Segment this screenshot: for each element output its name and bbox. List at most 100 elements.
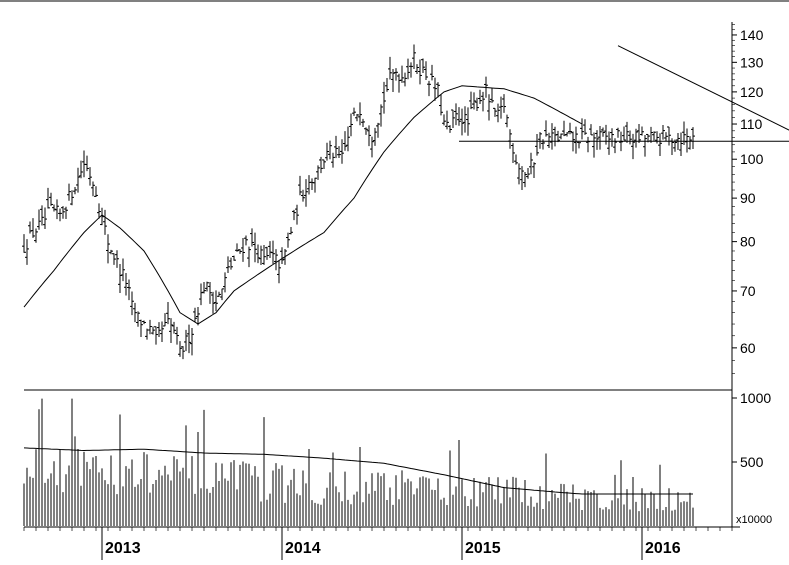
price-bar bbox=[622, 126, 626, 141]
price-bar bbox=[550, 123, 554, 150]
price-bar bbox=[475, 97, 479, 112]
price-bar bbox=[391, 68, 395, 93]
price-bar bbox=[25, 239, 29, 265]
year-label: 2013 bbox=[105, 540, 141, 557]
price-bar bbox=[487, 94, 491, 121]
price-bar bbox=[586, 136, 590, 153]
price-tick-label: 140 bbox=[740, 27, 764, 43]
price-bar bbox=[265, 246, 269, 260]
price-bar bbox=[355, 113, 359, 122]
volume-panel bbox=[23, 398, 694, 526]
price-bar bbox=[232, 255, 236, 261]
price-tick-label: 80 bbox=[740, 234, 756, 250]
price-bar bbox=[151, 326, 155, 335]
price-axis: 60 70 80 90 100 110 120 130 140 bbox=[732, 24, 764, 374]
price-bar bbox=[379, 104, 383, 127]
price-bar bbox=[424, 61, 428, 80]
price-bar bbox=[367, 125, 371, 147]
price-bar bbox=[304, 179, 308, 207]
price-bar bbox=[406, 58, 410, 80]
price-bar bbox=[685, 128, 689, 153]
price-bar bbox=[235, 243, 239, 252]
price-bar bbox=[40, 205, 44, 226]
price-bar bbox=[256, 244, 260, 264]
price-bar bbox=[556, 130, 560, 143]
price-bar bbox=[322, 159, 326, 170]
price-bar bbox=[58, 208, 62, 222]
price-bar bbox=[298, 175, 302, 196]
price-bar bbox=[70, 190, 74, 206]
price-bar bbox=[154, 326, 158, 345]
price-bar bbox=[520, 166, 524, 190]
price-bar bbox=[601, 127, 605, 137]
price-bar bbox=[316, 165, 320, 180]
price-bar bbox=[457, 107, 461, 126]
price-bar bbox=[142, 320, 146, 325]
price-bar bbox=[598, 125, 602, 150]
price-bar bbox=[247, 246, 251, 268]
price-bar bbox=[325, 142, 329, 161]
downtrend-line-line bbox=[617, 45, 789, 131]
price-bar bbox=[409, 62, 413, 78]
price-bar bbox=[112, 253, 116, 265]
price-bar bbox=[94, 186, 98, 197]
price-bar bbox=[319, 156, 323, 174]
price-bar bbox=[490, 87, 494, 103]
price-bar bbox=[592, 132, 596, 158]
price-bar bbox=[280, 247, 284, 264]
price-bar bbox=[22, 234, 26, 253]
price-bar bbox=[436, 82, 440, 98]
price-bar bbox=[481, 91, 485, 112]
price-bar bbox=[358, 102, 362, 126]
year-label: 2014 bbox=[285, 540, 321, 557]
price-bar bbox=[562, 120, 566, 137]
price-bar bbox=[616, 127, 620, 138]
price-bar bbox=[643, 135, 647, 157]
price-bar bbox=[67, 183, 71, 201]
price-bar bbox=[652, 131, 656, 141]
price-bar bbox=[568, 122, 572, 135]
price-bar bbox=[595, 130, 599, 150]
price-bar bbox=[172, 321, 176, 334]
price-bar bbox=[394, 68, 398, 81]
price-bar bbox=[34, 228, 38, 243]
price-bar bbox=[340, 139, 344, 164]
price-bar bbox=[121, 258, 125, 282]
price-tick-label: 110 bbox=[740, 116, 763, 132]
price-bar bbox=[610, 128, 614, 147]
price-bar bbox=[451, 109, 455, 128]
price-bar bbox=[31, 218, 35, 238]
price-bar bbox=[382, 81, 386, 114]
price-bar bbox=[103, 209, 107, 235]
year-label: 2015 bbox=[465, 540, 501, 557]
price-bar bbox=[427, 80, 431, 97]
price-bar bbox=[559, 133, 563, 140]
price-bar bbox=[184, 329, 188, 352]
price-panel bbox=[22, 44, 789, 360]
price-bar bbox=[244, 235, 248, 246]
price-bar bbox=[199, 283, 203, 306]
price-bar bbox=[28, 221, 32, 234]
price-bar bbox=[337, 146, 341, 159]
price-tick-label: 90 bbox=[740, 190, 756, 206]
price-bar bbox=[385, 78, 389, 92]
price-bar bbox=[313, 177, 317, 193]
price-bar bbox=[229, 257, 233, 270]
price-bar bbox=[73, 186, 77, 195]
price-bar bbox=[637, 123, 641, 143]
volume-multiplier-label: x10000 bbox=[736, 514, 772, 526]
price-tick-label: 130 bbox=[740, 54, 764, 70]
price-bar bbox=[469, 91, 473, 110]
price-bar bbox=[349, 113, 353, 137]
price-bar bbox=[82, 150, 86, 178]
price-bar bbox=[538, 132, 542, 149]
price-bar bbox=[421, 58, 425, 74]
price-bar bbox=[418, 59, 422, 85]
price-bar bbox=[175, 326, 179, 345]
price-bar bbox=[667, 126, 671, 146]
price-bar bbox=[241, 237, 245, 262]
price-bar bbox=[208, 281, 212, 304]
price-bar bbox=[286, 232, 290, 248]
price-bar bbox=[301, 189, 305, 202]
